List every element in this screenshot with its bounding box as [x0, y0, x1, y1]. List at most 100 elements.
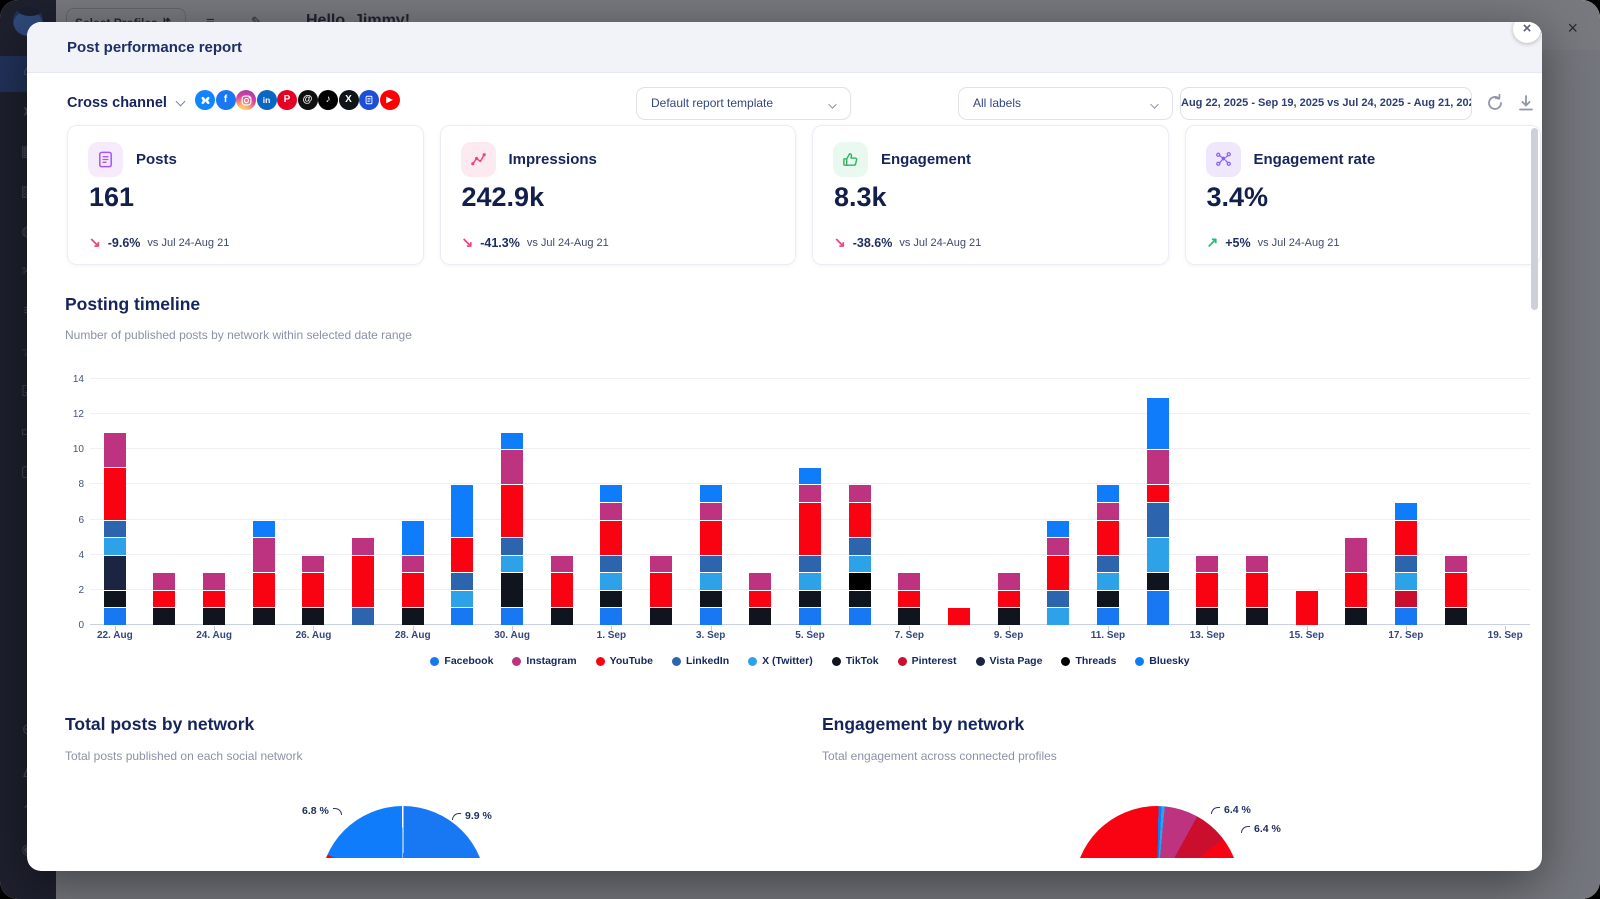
bar-segment[interactable]: [1146, 485, 1169, 502]
bar-segment[interactable]: [600, 555, 623, 573]
bar-segment[interactable]: [1146, 538, 1169, 573]
bar-segment[interactable]: [501, 450, 524, 485]
bar-segment[interactable]: [699, 555, 722, 573]
bar-segment[interactable]: [699, 503, 722, 520]
bar-segment[interactable]: [451, 590, 474, 608]
bar-segment[interactable]: [1245, 573, 1268, 608]
bar-segment[interactable]: [699, 608, 722, 625]
bar-segment[interactable]: [1394, 520, 1417, 555]
bar-segment[interactable]: [699, 485, 722, 502]
bar-segment[interactable]: [103, 555, 126, 590]
bar-segment[interactable]: [1345, 538, 1368, 573]
bar-segment[interactable]: [1196, 573, 1219, 608]
bar-segment[interactable]: [1047, 590, 1070, 608]
bar-segment[interactable]: [1096, 520, 1119, 555]
bar-segment[interactable]: [749, 573, 772, 590]
legend-item[interactable]: LinkedIn: [671, 655, 729, 667]
bar-segment[interactable]: [451, 573, 474, 590]
bar-segment[interactable]: [1047, 520, 1070, 538]
bar-segment[interactable]: [352, 538, 375, 555]
bar-segment[interactable]: [799, 503, 821, 555]
linkedin-icon[interactable]: in: [256, 90, 277, 110]
bar-segment[interactable]: [1146, 573, 1169, 590]
labels-select[interactable]: All labels: [958, 87, 1173, 120]
bar-segment[interactable]: [401, 573, 424, 608]
legend-item[interactable]: Vista Page: [975, 655, 1042, 667]
channel-selector[interactable]: Cross channel: [67, 95, 186, 111]
bar-segment[interactable]: [501, 608, 524, 625]
bar-segment[interactable]: [1047, 608, 1070, 625]
bar-segment[interactable]: [848, 555, 871, 573]
bar-segment[interactable]: [898, 573, 921, 590]
bar-segment[interactable]: [103, 467, 126, 520]
bar-segment[interactable]: [550, 608, 573, 625]
bar-segment[interactable]: [600, 485, 623, 502]
bar-segment[interactable]: [1146, 397, 1169, 450]
modal-close-button[interactable]: ×: [1513, 22, 1541, 43]
legend-item[interactable]: Threads: [1061, 655, 1116, 667]
bar-segment[interactable]: [1394, 555, 1417, 573]
bar-segment[interactable]: [947, 608, 970, 625]
bar-segment[interactable]: [501, 538, 524, 555]
bar-segment[interactable]: [1444, 573, 1467, 608]
bar-segment[interactable]: [600, 520, 623, 555]
bar-segment[interactable]: [501, 573, 524, 608]
bar-segment[interactable]: [1196, 555, 1219, 573]
bar-segment[interactable]: [352, 608, 375, 625]
bar-segment[interactable]: [848, 538, 871, 555]
bar-segment[interactable]: [103, 520, 126, 538]
bar-segment[interactable]: [153, 608, 176, 625]
bar-segment[interactable]: [1096, 573, 1119, 590]
bluesky-icon[interactable]: [195, 90, 215, 110]
bar-segment[interactable]: [550, 555, 573, 573]
bar-segment[interactable]: [1096, 555, 1119, 573]
bar-segment[interactable]: [997, 608, 1020, 625]
bar-segment[interactable]: [1096, 608, 1119, 625]
bar-segment[interactable]: [451, 485, 474, 538]
bar-segment[interactable]: [103, 608, 126, 625]
bar-segment[interactable]: [302, 555, 325, 573]
bar-segment[interactable]: [600, 590, 623, 608]
bar-segment[interactable]: [799, 608, 821, 625]
facebook-icon[interactable]: f: [215, 90, 236, 110]
bar-segment[interactable]: [799, 590, 821, 608]
bar-segment[interactable]: [252, 520, 275, 538]
bar-segment[interactable]: [1295, 590, 1318, 625]
bar-segment[interactable]: [1345, 573, 1368, 608]
bar-segment[interactable]: [550, 573, 573, 608]
bar-segment[interactable]: [749, 608, 772, 625]
legend-item[interactable]: X (Twitter): [748, 655, 813, 667]
bar-segment[interactable]: [451, 608, 474, 625]
posts-pie-chart[interactable]: [320, 800, 488, 858]
bar-segment[interactable]: [799, 573, 821, 590]
youtube-icon[interactable]: ▶: [379, 90, 400, 110]
bar-segment[interactable]: [252, 538, 275, 573]
legend-item[interactable]: TikTok: [831, 655, 879, 667]
bar-segment[interactable]: [1146, 450, 1169, 485]
bar-segment[interactable]: [203, 573, 226, 590]
report-template-select[interactable]: Default report template: [636, 87, 851, 120]
bar-segment[interactable]: [103, 432, 126, 467]
modal-scrollbar[interactable]: [1531, 128, 1538, 310]
download-icon[interactable]: [1516, 93, 1536, 113]
instagram-icon[interactable]: [236, 90, 256, 110]
bar-segment[interactable]: [848, 573, 871, 590]
bar-segment[interactable]: [153, 573, 176, 590]
bar-segment[interactable]: [451, 538, 474, 573]
bar-segment[interactable]: [1096, 590, 1119, 608]
date-range-picker[interactable]: Aug 22, 2025 - Sep 19, 2025 vs Jul 24, 2…: [1180, 87, 1472, 120]
bar-segment[interactable]: [302, 573, 325, 608]
bar-segment[interactable]: [1444, 555, 1467, 573]
bar-segment[interactable]: [650, 555, 673, 573]
bar-segment[interactable]: [1444, 608, 1467, 625]
bar-segment[interactable]: [1096, 485, 1119, 502]
bar-segment[interactable]: [699, 590, 722, 608]
bar-segment[interactable]: [1245, 608, 1268, 625]
bar-segment[interactable]: [1394, 503, 1417, 520]
bar-segment[interactable]: [600, 608, 623, 625]
bar-segment[interactable]: [699, 573, 722, 590]
legend-item[interactable]: Facebook: [430, 655, 493, 667]
bar-segment[interactable]: [1047, 538, 1070, 555]
bar-segment[interactable]: [848, 590, 871, 608]
bar-segment[interactable]: [650, 608, 673, 625]
